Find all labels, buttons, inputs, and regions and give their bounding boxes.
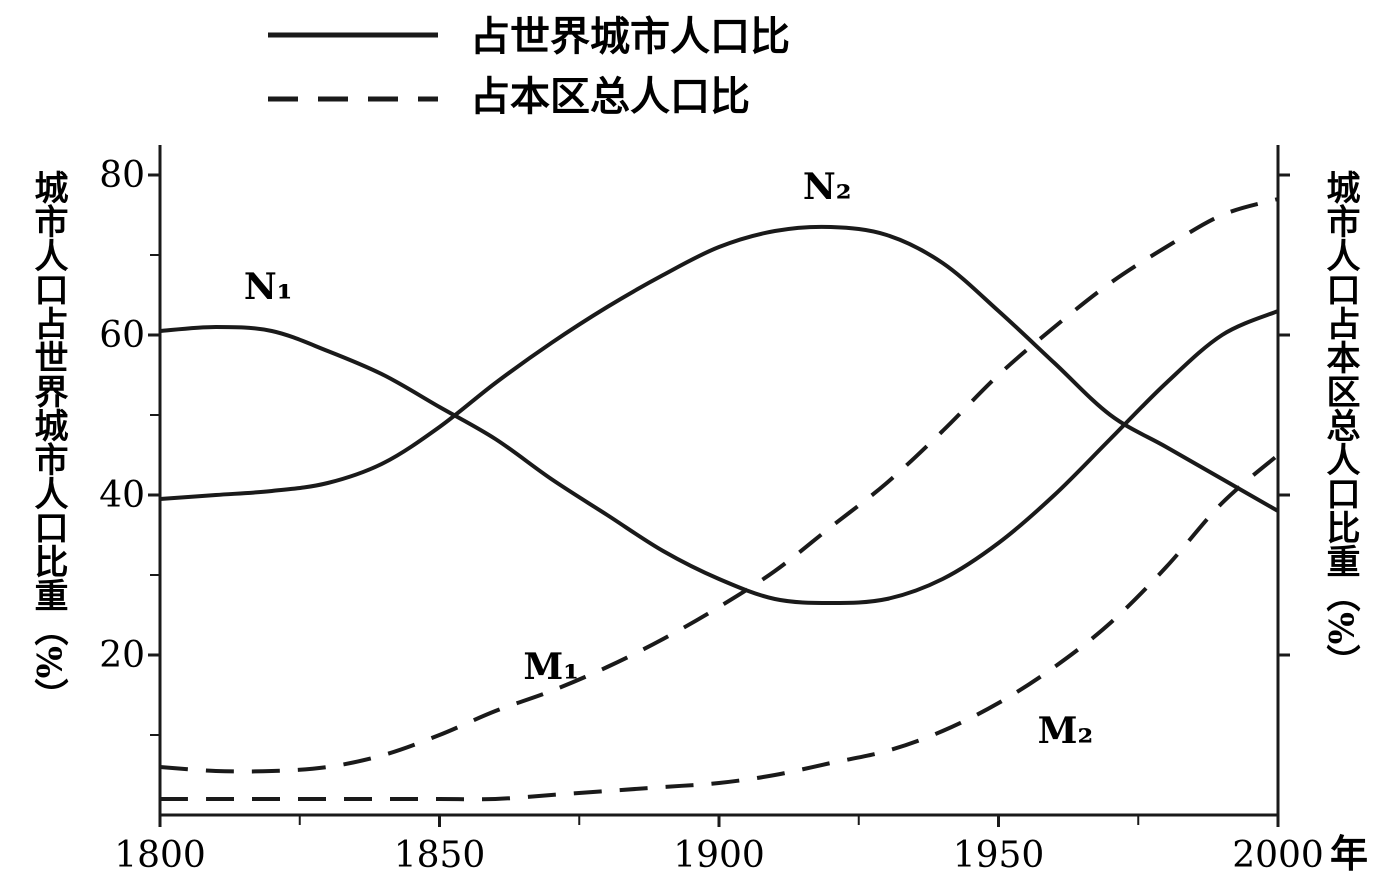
series-line-N₁	[159, 309, 1279, 605]
y-axis-title-right: 城市人口占本区总人口比重（%）	[1320, 170, 1360, 678]
legend-label-dashed: 占本区总人口比	[470, 73, 750, 120]
y-tick-label: 20	[99, 635, 145, 676]
y-axis-title-left: 城市人口占世界城市人口比重（%）	[28, 170, 68, 712]
series-label: M₁	[523, 646, 579, 688]
series-label: N₂	[803, 166, 852, 208]
x-tick-label: 1800	[114, 835, 206, 873]
x-tick-label: 1950	[953, 835, 1045, 873]
x-tick-label: 1850	[394, 835, 486, 873]
series-label: M₂	[1038, 710, 1094, 752]
series-layer: N₁ N₂ M₁ M₂	[159, 166, 1280, 802]
x-axis-unit-label: 年	[1330, 831, 1368, 873]
y-tick-label: 60	[99, 315, 145, 356]
series-line-M₂	[159, 453, 1280, 802]
x-tick-label: 1900	[673, 835, 765, 873]
y-ticks: 20 40 60 80	[99, 155, 1290, 736]
y-tick-label: 40	[99, 475, 145, 516]
series-line-N₂	[159, 224, 1279, 513]
legend-label-solid: 占世界城市人口比	[470, 13, 790, 60]
x-tick-label: 2000	[1232, 835, 1324, 873]
y-tick-label: 80	[99, 155, 145, 196]
legend: 占世界城市人口比 占本区总人口比	[268, 13, 790, 120]
series-line-M₁	[159, 197, 1279, 774]
x-ticks: 1800 1850 1900 1950 2000	[114, 815, 1324, 873]
series-label: N₁	[244, 266, 293, 308]
